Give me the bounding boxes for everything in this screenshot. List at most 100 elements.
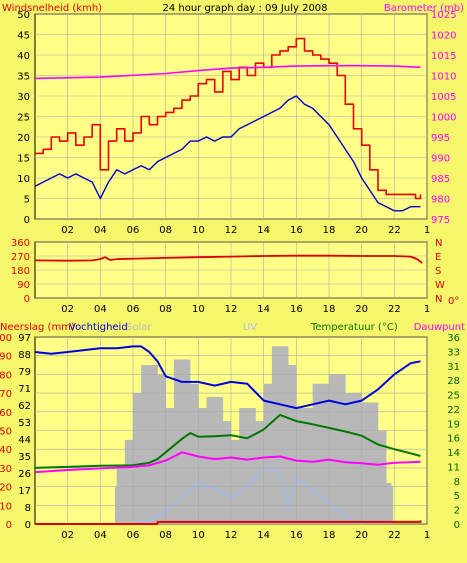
bottom-x-tick: 10 (192, 530, 205, 541)
barometer-y-tick: 1000 (431, 113, 456, 124)
humidity-line (34, 345, 421, 410)
dewpoint-line (34, 451, 421, 474)
wind-y-tick: 15 (17, 154, 30, 165)
uv-axis-label: UV (243, 322, 257, 333)
wind-y-tick: 20 (17, 133, 30, 144)
wind-y-tick: 5 (24, 195, 30, 206)
bottom-x-tick: 20 (355, 530, 368, 541)
bottom-x-tick: 06 (127, 530, 140, 541)
temperature-y-tick: 28 (447, 376, 460, 387)
solar-bar (369, 402, 379, 524)
rain-y-tick: 10 (0, 501, 12, 512)
wind-y-tick: 40 (17, 51, 30, 62)
direction-y-tick: 360 (11, 238, 30, 249)
solar-bar (320, 383, 330, 524)
temperature-axis-label: Temperatuur (°C) (310, 322, 398, 333)
solar-bar (214, 396, 224, 524)
humidity-y-tick: 62 (18, 401, 31, 412)
wind-x-tick: 12 (225, 225, 238, 236)
humidity-y-tick: 71 (18, 384, 31, 395)
compass-label: N (435, 238, 442, 249)
humidity-axis-label: Vochtigheid (69, 322, 128, 333)
graph-title: 24 hour graph day : 09 July 2008 (162, 3, 327, 14)
temperature-y-tick: 22 (447, 405, 460, 416)
solar-axis-label: Solar (126, 322, 152, 333)
bottom-x-tick: 14 (257, 530, 270, 541)
rain-y-tick: 30 (0, 464, 12, 475)
wind-y-tick: 50 (17, 10, 30, 21)
direction-x-tick: 20 (355, 304, 368, 315)
humidity-y-tick: 53 (18, 418, 31, 429)
barometer-y-tick: 980 (431, 195, 450, 206)
temperature-y-tick: 2 (454, 506, 460, 517)
temperature-y-tick: 8 (454, 477, 460, 488)
wind-y-tick: 0 (24, 215, 30, 226)
solar-bar (141, 365, 150, 524)
bottom-x-tick: 02 (61, 530, 74, 541)
direction-zero-label: 0° (448, 296, 459, 307)
humidity-y-tick: 44 (18, 435, 31, 446)
direction-x-tick: 04 (94, 304, 107, 315)
compass-label: S (435, 266, 441, 277)
solar-bar (288, 365, 297, 524)
humidity-y-tick: 97 (18, 333, 31, 344)
rain-y-tick: 70 (0, 389, 12, 400)
solar-bar (190, 383, 199, 524)
direction-x-tick: 02 (61, 304, 74, 315)
direction-x-tick: 18 (323, 304, 336, 315)
wind-x-tick: 06 (127, 225, 140, 236)
humidity-y-tick: 88 (18, 350, 31, 361)
wind-x-tick: 22 (388, 225, 401, 236)
temperature-y-tick: 0 (454, 520, 460, 531)
barometer-y-tick: 1025 (431, 10, 456, 21)
wind-y-tick: 10 (17, 174, 30, 185)
wind-x-tick: 08 (159, 225, 172, 236)
barometer-axis-label: Barometer (mb) (384, 3, 464, 14)
solar-bar (386, 482, 392, 524)
temperature-y-tick: 36 (447, 333, 460, 344)
direction-y-tick: 90 (17, 280, 30, 291)
wind-gust-line (35, 37, 422, 200)
solar-bar (231, 439, 240, 524)
direction-x-tick: 14 (257, 304, 270, 315)
bottom-x-tick: 1 (424, 530, 430, 541)
solar-bar (280, 346, 289, 524)
temperature-y-tick: 11 (447, 462, 460, 473)
wind-x-tick: 1 (424, 225, 430, 236)
wind-x-tick: 20 (355, 225, 368, 236)
temperature-y-tick: 31 (447, 362, 460, 373)
bottom-x-tick: 12 (225, 530, 238, 541)
temperature-y-tick: 16 (447, 434, 460, 445)
direction-x-tick: 06 (127, 304, 140, 315)
solar-bar (353, 393, 362, 524)
direction-x-tick: 12 (225, 304, 238, 315)
direction-x-tick: 10 (192, 304, 205, 315)
barometer-y-tick: 1020 (431, 31, 456, 42)
solar-bar (116, 467, 126, 524)
rain-y-tick: 60 (0, 408, 12, 419)
wind-x-tick: 16 (290, 225, 303, 236)
wind-y-tick: 35 (17, 72, 30, 83)
solar-bar (247, 408, 256, 524)
direction-x-tick: 1 (424, 304, 430, 315)
solar-bar (345, 393, 354, 524)
rain-y-tick: 0 (6, 520, 12, 531)
rain-y-tick: 100 (0, 333, 12, 344)
barometer-y-tick: 1015 (431, 51, 456, 62)
temperature-y-tick: 19 (447, 419, 460, 430)
solar-bar (239, 408, 248, 524)
humidity-y-tick: 26 (18, 469, 31, 480)
rain-y-tick: 90 (0, 352, 12, 363)
rain-y-tick: 50 (0, 427, 12, 438)
solar-bar (263, 383, 273, 524)
chart-labels: Windsnelheid (kmh) 24 hour graph day : 09… (0, 3, 465, 333)
solar-bar (133, 393, 142, 524)
barometer-y-tick: 1005 (431, 92, 456, 103)
barometer-y-tick: 995 (431, 133, 450, 144)
uv-line (132, 467, 362, 525)
bottom-x-tick: 04 (94, 530, 107, 541)
direction-y-tick: 180 (11, 266, 30, 277)
barometer-line (34, 64, 421, 80)
dewpoint-axis-label: Dauwpunt (414, 322, 465, 333)
rain-humidity-temperature-plot: 0102030405060708090100081726354453627179… (0, 333, 460, 541)
